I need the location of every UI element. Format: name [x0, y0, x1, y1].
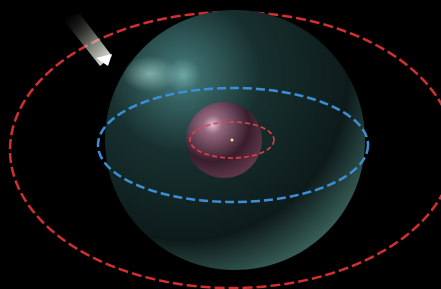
sphere-highlight: [122, 56, 178, 92]
scene: [0, 0, 441, 289]
page: [0, 0, 441, 289]
center-point: [231, 139, 234, 142]
small-sphere: [186, 102, 262, 178]
